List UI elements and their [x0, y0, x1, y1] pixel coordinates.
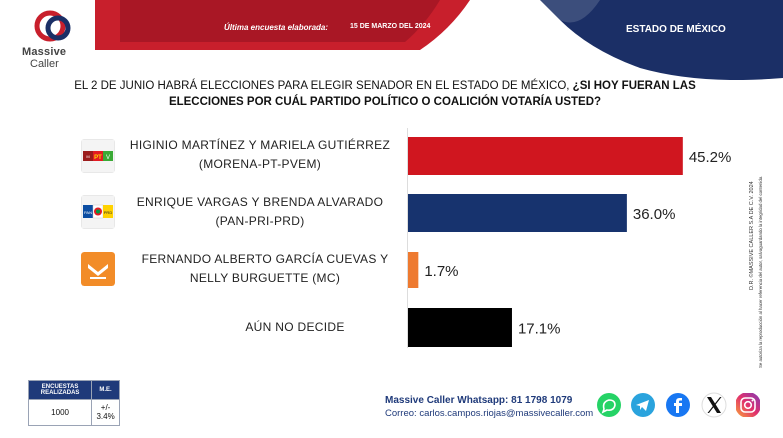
- svg-text:PT: PT: [94, 155, 102, 161]
- state-label: ESTADO DE MÉXICO: [626, 24, 726, 35]
- svg-text:PAN: PAN: [84, 210, 92, 215]
- svg-text:M: M: [86, 154, 89, 159]
- bar-2: [408, 194, 627, 232]
- pan-pri-prd-logo: PAN PRD: [81, 195, 115, 229]
- sample-size-header: ENCUESTAS REALIZADAS: [27, 380, 93, 400]
- x-icon[interactable]: [701, 392, 727, 418]
- margin-error-header: M.E.: [91, 380, 120, 400]
- header-background: [95, 0, 783, 80]
- bar-3: [408, 252, 419, 288]
- svg-text:V: V: [106, 155, 110, 161]
- candidate-label-2: ENRIQUE VARGAS Y BRENDA ALVARADO (PAN-PR…: [120, 193, 400, 231]
- candidate-name-3: FERNANDO ALBERTO GARCÍA CUEVAS Y: [141, 252, 389, 266]
- candidate-name-2: ENRIQUE VARGAS Y BRENDA ALVARADO: [136, 195, 384, 209]
- facebook-icon[interactable]: [665, 392, 691, 418]
- candidate-party-3: NELLY BURGUETTE (MC): [189, 271, 341, 285]
- candidate-label-3: FERNANDO ALBERTO GARCÍA CUEVAS Y NELLY B…: [120, 250, 410, 288]
- candidate-name-1: HIGINIO MARTÍNEZ Y MARIELA GUTIÉRREZ: [129, 138, 391, 152]
- copyright-text: D.R. ©MASSIVE CALLER S.A DE C.V. 2024: [748, 181, 755, 290]
- brand-mark-icon: [34, 10, 71, 42]
- survey-date-label: Última encuesta elaborada:: [224, 23, 329, 32]
- contact-whatsapp: Massive Caller Whatsapp: 81 1798 1079: [385, 395, 573, 406]
- candidate-party-1: (MORENA-PT-PVEM): [198, 157, 322, 171]
- telegram-icon[interactable]: [630, 392, 656, 418]
- brand-name-line2: Caller: [30, 58, 59, 70]
- contact-email[interactable]: Correo: carlos.campos.riojas@massivecall…: [385, 408, 594, 419]
- sample-size-value: 1000: [27, 398, 93, 427]
- question-text-bold-2: ELECCIONES POR CUÁL PARTIDO POLÍTICO O C…: [168, 96, 602, 108]
- bar-axis-line: [407, 128, 408, 348]
- instagram-icon[interactable]: [735, 392, 761, 418]
- candidate-label-4: AÚN NO DECIDE: [190, 318, 400, 337]
- morena-pt-pvem-logo: M PT V: [81, 139, 115, 173]
- candidate-party-2: (PAN-PRI-PRD): [215, 214, 305, 228]
- copyright-sidebar: D.R. ©MASSIVE CALLER S.A DE C.V. 2024 Se…: [748, 176, 763, 368]
- question-text-plain: EL 2 DE JUNIO HABRÁ ELECCIONES PARA ELEG…: [74, 80, 573, 92]
- bar-value-label-2: 36.0%: [633, 206, 676, 223]
- movimiento-ciudadano-logo: [81, 252, 115, 286]
- whatsapp-icon[interactable]: [596, 392, 622, 418]
- bar-value-label-3: 1.7%: [424, 263, 458, 280]
- reproduction-notice: Se autoriza la reproducción al hacer ref…: [758, 176, 763, 368]
- brand-logo: Massive Caller: [20, 10, 90, 70]
- svg-text:PRD: PRD: [104, 210, 113, 215]
- candidate-label-1: HIGINIO MARTÍNEZ Y MARIELA GUTIÉRREZ (MO…: [120, 136, 400, 174]
- margin-error-value: +/- 3.4%: [91, 398, 120, 427]
- bar-4: [408, 308, 512, 347]
- bar-1: [408, 137, 683, 175]
- undecided-label: AÚN NO DECIDE: [245, 320, 345, 334]
- brand-name-line1: Massive: [22, 46, 67, 58]
- bar-value-label-4: 17.1%: [518, 321, 561, 338]
- question-text-bold-1: ¿SI HOY FUERAN LAS: [572, 80, 696, 92]
- bar-value-label-1: 45.2%: [689, 149, 732, 166]
- sample-info-table: ENCUESTAS REALIZADAS M.E. 1000 +/- 3.4%: [27, 380, 120, 427]
- survey-date: 15 DE MARZO DEL 2024: [350, 23, 431, 30]
- survey-question: EL 2 DE JUNIO HABRÁ ELECCIONES PARA ELEG…: [40, 78, 730, 110]
